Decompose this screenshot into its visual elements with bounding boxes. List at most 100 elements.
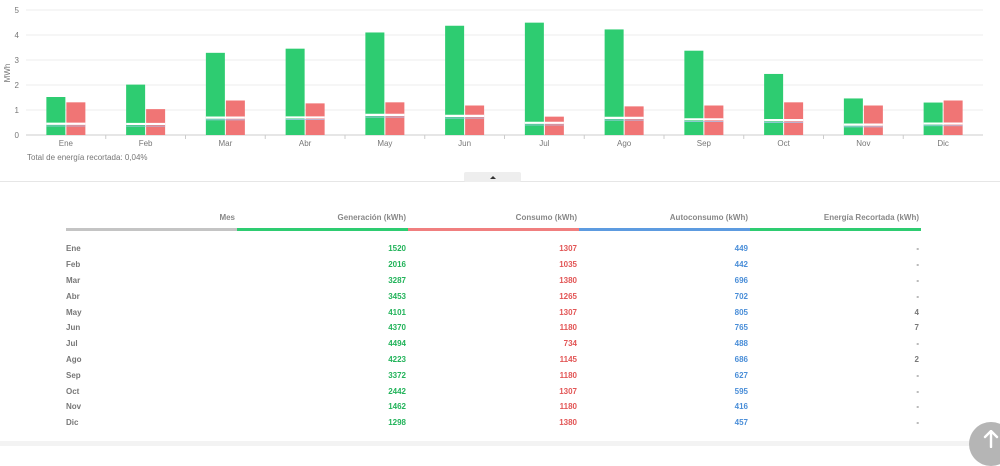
y-tick-label: 4 xyxy=(15,31,20,40)
bar-generacion[interactable] xyxy=(764,73,784,135)
bar-generacion[interactable] xyxy=(205,52,225,136)
cell-autoconsumo: 449 xyxy=(734,244,748,254)
cell-consumo: 1380 xyxy=(559,275,577,285)
table-row: Ago 4223 1145 686 2 xyxy=(66,352,921,368)
bar-consumo[interactable] xyxy=(465,105,485,136)
cell-generacion: 2016 xyxy=(388,260,406,270)
cell-consumo: 1307 xyxy=(559,307,577,317)
cell-mes: Jul xyxy=(66,339,78,349)
y-tick-label: 3 xyxy=(15,56,20,65)
bar-consumo[interactable] xyxy=(784,102,804,135)
collapse-chart-button[interactable] xyxy=(464,172,521,182)
cell-generacion: 3372 xyxy=(388,370,406,380)
bar-generacion[interactable] xyxy=(445,25,465,135)
scroll-to-top-button[interactable] xyxy=(969,422,1000,466)
cell-mes: Mar xyxy=(66,275,81,285)
x-tick-label: Nov xyxy=(856,139,870,148)
cell-energia-recortada: - xyxy=(916,291,919,301)
table-header-row: Mes Generación (kWh) Consumo (kWh) Autoc… xyxy=(66,211,921,231)
x-tick-label: May xyxy=(377,139,392,148)
table-row: Jun 4370 1180 765 7 xyxy=(66,320,921,336)
table-row: Ene 1520 1307 449 - xyxy=(66,230,921,257)
bar-consumo[interactable] xyxy=(544,116,564,135)
cell-energia-recortada: 4 xyxy=(914,307,919,317)
table-row: Mar 3287 1380 696 - xyxy=(66,273,921,289)
cell-mes: Dic xyxy=(66,418,79,428)
monthly-energy-chart: 0 1 2 3 4 5 MWh Ene Feb Mar Abr May Jun Jul Ago Sep Oct… xyxy=(3,6,983,148)
chevron-up-icon xyxy=(489,175,496,179)
bar-generacion[interactable] xyxy=(365,32,385,135)
cell-generacion: 4370 xyxy=(388,323,406,333)
cell-consumo: 1180 xyxy=(559,323,577,333)
y-tick-label: 1 xyxy=(15,106,20,115)
bar-consumo[interactable] xyxy=(66,102,86,135)
y-tick-label: 5 xyxy=(15,6,20,15)
cell-mes: Abr xyxy=(66,291,80,301)
bar-generacion[interactable] xyxy=(923,102,943,135)
cell-energia-recortada: - xyxy=(916,402,919,412)
cell-autoconsumo: 696 xyxy=(734,275,748,285)
x-axis: Ene Feb Mar Abr May Jun Jul Ago Sep Oct Nov Dic xyxy=(59,135,949,148)
bar-generacion[interactable] xyxy=(843,98,863,135)
header-generacion[interactable]: Generación (kWh) xyxy=(237,211,408,231)
y-axis-label: MWh xyxy=(3,64,12,83)
header-energia-recortada[interactable]: Energía Recortada (kWh) xyxy=(750,211,921,231)
cell-consumo: 1180 xyxy=(559,402,577,412)
cell-generacion: 1462 xyxy=(388,402,406,412)
cell-autoconsumo: 686 xyxy=(734,354,748,364)
header-mes[interactable]: Mes xyxy=(66,211,237,231)
cell-energia-recortada: - xyxy=(916,370,919,380)
bar-consumo[interactable] xyxy=(146,109,166,135)
cell-mes: Jun xyxy=(66,323,81,333)
chart-bars xyxy=(46,22,963,136)
bar-consumo[interactable] xyxy=(305,103,325,135)
cell-mes: Feb xyxy=(66,260,81,270)
table-row: Feb 2016 1035 442 - xyxy=(66,257,921,273)
cell-consumo: 1180 xyxy=(559,370,577,380)
x-tick-label: Dic xyxy=(937,139,949,148)
cell-generacion: 1520 xyxy=(388,244,406,254)
cell-energia-recortada: - xyxy=(916,260,919,270)
bar-consumo[interactable] xyxy=(863,105,883,136)
cell-consumo: 1265 xyxy=(559,291,577,301)
cell-generacion: 3287 xyxy=(388,275,406,285)
bar-consumo[interactable] xyxy=(624,106,644,135)
header-consumo[interactable]: Consumo (kWh) xyxy=(408,211,579,231)
x-tick-label: Sep xyxy=(697,139,712,148)
cell-autoconsumo: 627 xyxy=(734,370,748,380)
bar-generacion[interactable] xyxy=(46,97,66,135)
x-tick-label: Jul xyxy=(539,139,549,148)
cell-energia-recortada: - xyxy=(916,418,919,428)
cell-energia-recortada: - xyxy=(916,244,919,254)
cell-energia-recortada: 7 xyxy=(914,323,919,333)
cell-autoconsumo: 416 xyxy=(734,402,748,412)
x-tick-label: Feb xyxy=(139,139,153,148)
bar-generacion[interactable] xyxy=(604,29,624,135)
chart-gridlines xyxy=(26,9,983,136)
cell-generacion: 4494 xyxy=(388,339,406,349)
table-row: Nov 1462 1180 416 - xyxy=(66,399,921,415)
cell-autoconsumo: 805 xyxy=(734,307,748,317)
cell-energia-recortada: - xyxy=(916,275,919,285)
x-tick-label: Jun xyxy=(458,139,471,148)
cell-generacion: 1298 xyxy=(388,418,406,428)
cell-mes: Ene xyxy=(66,244,81,254)
bar-consumo[interactable] xyxy=(385,102,405,135)
cell-generacion: 3453 xyxy=(388,291,406,301)
curtailed-energy-note: Total de energía recortada: 0,04% xyxy=(27,153,148,162)
table-row: Jul 4494 734 488 - xyxy=(66,336,921,352)
y-axis: 0 1 2 3 4 5 MWh xyxy=(3,6,20,140)
cell-consumo: 1307 xyxy=(559,244,577,254)
bar-generacion[interactable] xyxy=(285,48,305,135)
cell-energia-recortada: - xyxy=(916,386,919,396)
cell-mes: Ago xyxy=(66,354,82,364)
cell-mes: Oct xyxy=(66,386,80,396)
monthly-energy-table: Mes Generación (kWh) Consumo (kWh) Autoc… xyxy=(66,211,921,431)
bar-generacion[interactable] xyxy=(684,50,704,136)
cell-energia-recortada: - xyxy=(916,339,919,349)
table-row: May 4101 1307 805 4 xyxy=(66,304,921,320)
bar-generacion[interactable] xyxy=(126,84,146,135)
bar-consumo[interactable] xyxy=(943,100,963,136)
bar-generacion[interactable] xyxy=(524,22,544,135)
header-autoconsumo[interactable]: Autoconsumo (kWh) xyxy=(579,211,750,231)
